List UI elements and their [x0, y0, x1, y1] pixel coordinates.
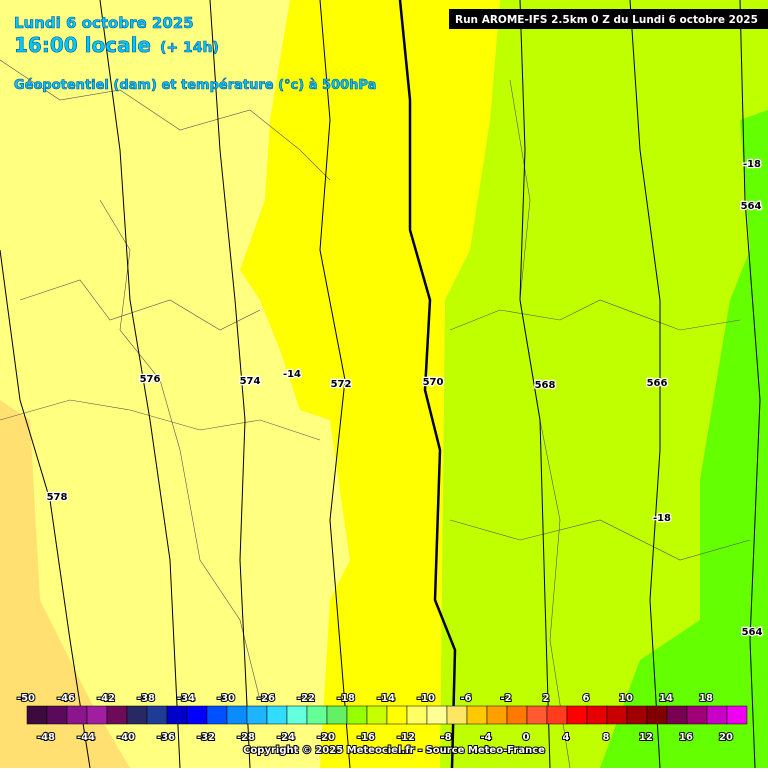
- copyright: Copyright © 2025 Meteociel.fr - Source M…: [243, 745, 545, 756]
- legend-label: -22: [297, 693, 315, 704]
- legend-label: -28: [237, 732, 255, 743]
- legend-swatch: [486, 705, 508, 725]
- legend-swatch: [326, 705, 348, 725]
- legend-label: -34: [177, 693, 195, 704]
- legend-swatch: [66, 705, 88, 725]
- legend-label: -6: [460, 693, 471, 704]
- legend-swatch: [426, 705, 448, 725]
- legend-swatch: [606, 705, 628, 725]
- legend-label: 12: [639, 732, 653, 743]
- legend-label: 18: [699, 693, 713, 704]
- contour-label: -18: [653, 513, 671, 524]
- legend-label: 10: [619, 693, 633, 704]
- contour-label: 566: [647, 378, 668, 389]
- legend-swatch: [666, 705, 688, 725]
- legend-swatch: [506, 705, 528, 725]
- legend-label: -36: [157, 732, 175, 743]
- legend-swatch: [226, 705, 248, 725]
- legend-label: -30: [217, 693, 235, 704]
- legend-swatch: [106, 705, 128, 725]
- legend-label: -2: [500, 693, 511, 704]
- contour-label: 576: [140, 374, 161, 385]
- legend-label: -46: [57, 693, 75, 704]
- legend-label: -38: [137, 693, 155, 704]
- offset: (+ 14h): [160, 40, 219, 56]
- legend-swatch: [566, 705, 588, 725]
- legend-label: -10: [417, 693, 435, 704]
- date: Lundi 6 octobre 2025: [14, 14, 194, 32]
- contour-label: 574: [240, 376, 261, 387]
- legend-swatch: [26, 705, 48, 725]
- legend-label: -42: [97, 693, 115, 704]
- field-yellow-green: [440, 0, 768, 768]
- contour-label: 578: [47, 492, 68, 503]
- legend-swatch: [86, 705, 108, 725]
- legend-label: 2: [543, 693, 550, 704]
- legend-label: -16: [357, 732, 375, 743]
- legend-label: -12: [397, 732, 415, 743]
- legend-swatch: [346, 705, 368, 725]
- legend-label: -8: [440, 732, 451, 743]
- legend-swatch: [286, 705, 308, 725]
- legend-label: -14: [377, 693, 395, 704]
- contour-label: 568: [535, 380, 556, 391]
- run-banner: [449, 9, 768, 29]
- field-green: [600, 110, 768, 768]
- legend-label: 14: [659, 693, 673, 704]
- contour-label: 570: [423, 377, 444, 388]
- legend-swatch: [206, 705, 228, 725]
- legend-label: -24: [277, 732, 295, 743]
- legend-swatch: [186, 705, 208, 725]
- legend-label: 4: [563, 732, 570, 743]
- legend-label: 6: [583, 693, 590, 704]
- legend-label: -50: [17, 693, 35, 704]
- legend-label: 16: [679, 732, 693, 743]
- legend-label: 0: [523, 732, 530, 743]
- legend-swatch: [706, 705, 728, 725]
- legend-swatch: [246, 705, 268, 725]
- run-info: Run AROME-IFS 2.5km 0 Z du Lundi 6 octob…: [455, 14, 758, 26]
- legend-swatch: [366, 705, 388, 725]
- legend-swatch: [646, 705, 668, 725]
- legend-swatch: [686, 705, 708, 725]
- contour-label: 564: [741, 201, 762, 212]
- legend-label: -26: [257, 693, 275, 704]
- field-orange: [0, 400, 130, 768]
- legend-label: -4: [480, 732, 491, 743]
- legend-label: 20: [719, 732, 733, 743]
- legend-swatch: [726, 705, 748, 725]
- legend-swatch: [546, 705, 568, 725]
- legend-label: -18: [337, 693, 355, 704]
- contour-label: -18: [743, 159, 761, 170]
- legend-swatch: [446, 705, 468, 725]
- legend-label: -32: [197, 732, 215, 743]
- legend-swatch: [466, 705, 488, 725]
- legend-swatch: [166, 705, 188, 725]
- legend-swatch: [386, 705, 408, 725]
- legend-swatch: [406, 705, 428, 725]
- legend-swatch: [586, 705, 608, 725]
- legend-swatch: [306, 705, 328, 725]
- contour-label: 564: [742, 627, 763, 638]
- subtitle: Géopotentiel (dam) et température (°c) à…: [14, 78, 376, 93]
- legend-swatch: [266, 705, 288, 725]
- legend-label: -20: [317, 732, 335, 743]
- legend-swatch: [126, 705, 148, 725]
- legend-label: -44: [77, 732, 95, 743]
- legend-label: -40: [117, 732, 135, 743]
- legend-label: -48: [37, 732, 55, 743]
- legend-swatch: [146, 705, 168, 725]
- legend-swatch: [526, 705, 548, 725]
- legend-swatch: [626, 705, 648, 725]
- contour-label: 572: [331, 379, 352, 390]
- legend-label: 8: [603, 732, 610, 743]
- legend-swatch: [46, 705, 68, 725]
- time: 16:00 locale: [14, 33, 151, 57]
- contour-label: -14: [283, 369, 301, 380]
